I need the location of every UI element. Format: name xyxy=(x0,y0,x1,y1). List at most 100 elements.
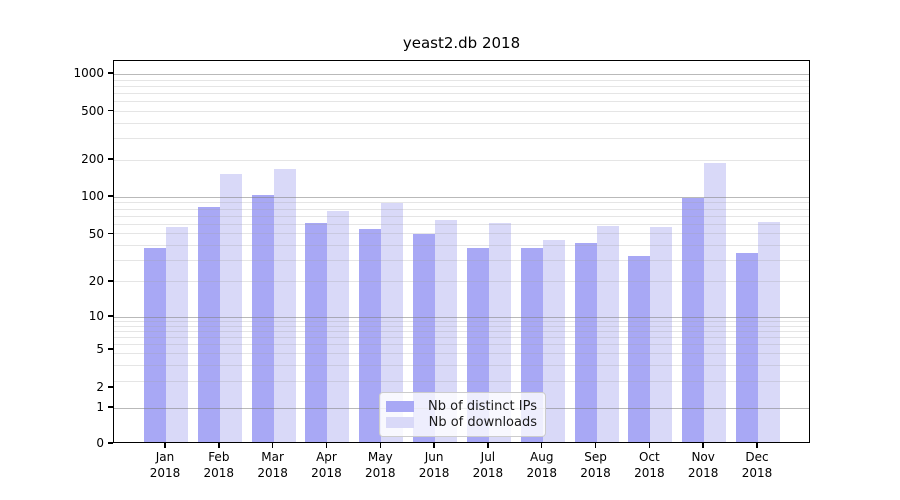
x-tick-mark xyxy=(487,443,489,448)
gridline-minor xyxy=(114,280,809,282)
gridline-minor xyxy=(114,337,809,339)
x-tick-mark xyxy=(702,443,704,448)
bar-downloads-aug xyxy=(542,240,565,442)
y-tick-label-500: 500 xyxy=(81,103,104,118)
y-tick-label-10: 10 xyxy=(88,309,104,323)
bar-downloads-feb xyxy=(219,174,242,442)
gridline-minor xyxy=(114,259,809,261)
bar-downloads-nov xyxy=(704,162,727,442)
x-tick-mark xyxy=(756,443,758,448)
legend-label-downloads: Nb of downloads xyxy=(428,414,537,430)
gridline-minor xyxy=(114,244,809,246)
gridline-minor xyxy=(114,208,809,210)
bar-downloads-jun xyxy=(435,220,458,442)
gridline-minor xyxy=(114,344,809,346)
bar-distinct-ips-dec xyxy=(736,252,758,442)
x-tick-label-nov: Nov 2018 xyxy=(687,450,719,480)
x-tick-label-sep: Sep 2018 xyxy=(580,450,611,480)
gridline-minor xyxy=(114,215,809,217)
x-tick-label-feb: Feb 2018 xyxy=(203,450,235,480)
x-tick-mark xyxy=(325,443,328,448)
bar-downloads-apr xyxy=(327,210,350,442)
legend-swatch-distinct-ips xyxy=(386,400,414,412)
bar-downloads-sep xyxy=(596,226,619,442)
gridline-minor xyxy=(114,202,809,204)
gridline-minor xyxy=(114,101,809,103)
y-tick-mark xyxy=(108,280,113,282)
y-tick-mark xyxy=(108,386,113,388)
x-tick-label-mar: Mar 2018 xyxy=(257,450,288,480)
x-tick-label-jun: Jun 2018 xyxy=(418,450,450,480)
x-tick-label-apr: Apr 2018 xyxy=(311,450,342,480)
y-tick-mark xyxy=(108,442,113,444)
bar-downloads-dec xyxy=(758,221,780,442)
gridline-minor xyxy=(114,353,809,355)
y-tick-mark xyxy=(108,315,113,317)
legend-label-distinct-ips: Nb of distinct IPs xyxy=(428,398,537,414)
gridline-minor xyxy=(114,331,809,333)
gridline-minor xyxy=(114,79,809,81)
gridline-major xyxy=(114,197,809,198)
gridline-minor xyxy=(114,159,809,161)
x-tick-mark xyxy=(594,443,597,448)
gridline-minor xyxy=(114,122,809,124)
y-tick-label-1000: 1000 xyxy=(73,66,104,80)
x-tick-mark xyxy=(433,443,435,448)
y-tick-label-50: 50 xyxy=(88,226,104,241)
gridline-minor xyxy=(114,364,809,366)
gridline-minor xyxy=(114,325,809,327)
bar-distinct-ips-may xyxy=(359,229,382,442)
legend-item-distinct-ips: Nb of distinct IPs xyxy=(386,398,537,414)
y-tick-mark xyxy=(108,195,113,197)
bar-distinct-ips-jun xyxy=(413,233,436,442)
bar-downloads-jan xyxy=(166,227,188,442)
bar-downloads-jul xyxy=(488,222,511,442)
gridline-major xyxy=(114,317,809,318)
x-tick-mark xyxy=(218,443,220,448)
x-tick-label-oct: Oct 2018 xyxy=(634,450,665,480)
y-tick-mark xyxy=(108,109,113,112)
gridline-minor xyxy=(114,111,809,113)
x-tick-mark xyxy=(164,443,166,448)
chart-title: yeast2.db 2018 xyxy=(402,34,521,52)
y-tick-mark xyxy=(108,348,113,350)
y-tick-mark xyxy=(108,158,113,160)
legend-item-downloads: Nb of downloads xyxy=(386,414,537,430)
bar-distinct-ips-apr xyxy=(305,222,328,442)
plot-area: Nb of distinct IPs Nb of downloads xyxy=(113,60,810,443)
gridline-minor xyxy=(114,223,809,225)
bar-downloads-oct xyxy=(650,227,673,442)
gridline-minor xyxy=(114,380,809,382)
bar-distinct-ips-jan xyxy=(144,248,166,442)
y-tick-label-200: 200 xyxy=(81,152,104,166)
x-tick-mark xyxy=(379,443,382,448)
x-tick-mark xyxy=(271,443,274,448)
x-tick-label-jul: Jul 2018 xyxy=(472,450,504,480)
bar-distinct-ips-feb xyxy=(197,207,220,442)
gridline-minor xyxy=(114,85,809,87)
y-tick-label-0: 0 xyxy=(96,436,104,450)
x-tick-label-may: May 2018 xyxy=(364,450,396,480)
gridline-major xyxy=(114,74,809,75)
legend: Nb of distinct IPs Nb of downloads xyxy=(379,392,546,437)
legend-swatch-downloads xyxy=(386,416,414,428)
bar-downloads-mar xyxy=(273,168,296,442)
bar-distinct-ips-nov xyxy=(682,198,705,442)
y-tick-mark xyxy=(108,232,113,235)
y-tick-label-1: 1 xyxy=(96,400,104,414)
y-tick-label-20: 20 xyxy=(88,274,104,288)
bar-downloads-may xyxy=(381,202,404,442)
y-tick-label-100: 100 xyxy=(81,189,104,203)
x-tick-label-dec: Dec 2018 xyxy=(741,450,773,480)
y-tick-label-5: 5 xyxy=(96,342,104,356)
x-tick-mark xyxy=(648,443,651,448)
y-tick-label-2: 2 xyxy=(96,380,104,394)
bar-distinct-ips-sep xyxy=(574,242,597,442)
gridline-minor xyxy=(114,233,809,235)
x-tick-mark xyxy=(540,443,543,448)
gridline-minor xyxy=(114,321,809,323)
bar-distinct-ips-mar xyxy=(251,195,274,442)
bar-distinct-ips-oct xyxy=(628,255,651,442)
y-tick-mark xyxy=(108,406,113,408)
